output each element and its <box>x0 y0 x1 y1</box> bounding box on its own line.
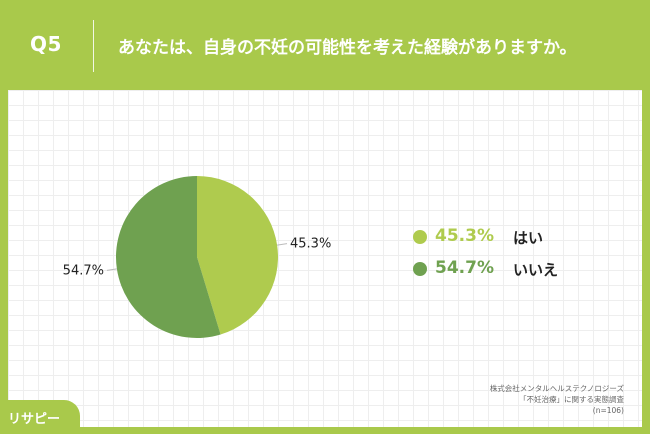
pie-slice-no <box>116 176 221 338</box>
legend-item-no: 54.7% いいえ <box>413 258 613 291</box>
brand-logo: リサピー <box>0 400 80 434</box>
pie-leader-line-no <box>106 268 117 271</box>
legend-pct-yes: 45.3% <box>435 226 494 246</box>
brand-logo-text: リサピー <box>8 412 61 427</box>
source-company: 株式会社メンタルヘルステクノロジーズ <box>489 384 624 393</box>
legend: 45.3% はい 54.7% いいえ <box>413 226 613 291</box>
question-header: Q5 あなたは、自身の不妊の可能性を考えた経験がありますか。 <box>0 0 650 90</box>
question-text: あなたは、自身の不妊の可能性を考えた経験がありますか。 <box>118 38 577 58</box>
legend-label-yes: はい <box>513 229 544 247</box>
pie-label-yes: 45.3% <box>290 237 331 252</box>
source-sample-size: (n=106) <box>592 406 624 415</box>
legend-item-yes: 45.3% はい <box>413 226 613 259</box>
source-note: 株式会社メンタルヘルステクノロジーズ 「不妊治療」に関する実態調査 (n=106… <box>490 383 624 416</box>
chart-panel: 45.3% 54.7% 45.3% はい 54.7% いいえ 株式会社メンタルヘル… <box>8 90 642 427</box>
header-divider <box>93 20 94 72</box>
legend-pct-no: 54.7% <box>435 258 494 278</box>
pie-chart: 45.3% 54.7% <box>63 176 331 338</box>
source-survey: 「不妊治療」に関する実態調査 <box>519 395 624 404</box>
legend-dot-no <box>413 262 427 276</box>
legend-dot-yes <box>413 230 427 244</box>
legend-label-no: いいえ <box>513 261 559 279</box>
question-number: Q5 <box>30 32 62 56</box>
pie-leader-line-yes <box>277 243 288 246</box>
pie-slice-yes <box>197 176 278 335</box>
pie-label-no: 54.7% <box>63 263 104 278</box>
